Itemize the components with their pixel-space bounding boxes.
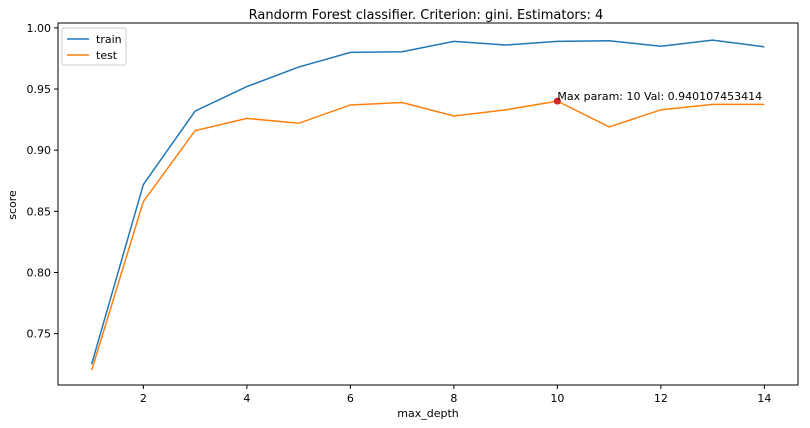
chart-title: Randorm Forest classifier. Criterion: gi… [249,8,604,23]
series-line-train [90,39,765,365]
y-tick-label: 0.90 [27,144,52,157]
x-tick-label: 14 [757,392,771,405]
axis-ticks: 2 4 6 8 10 12 14 0.75 0.80 0.85 0.90 0.95 1.00 [27,22,772,405]
x-tick-label: 12 [654,392,668,405]
x-tick-label: 4 [243,392,250,405]
max-annotation: Max param: 10 Val: 0.940107453414 [557,90,762,103]
y-tick-label: 0.75 [27,328,52,341]
y-axis-label: score [6,190,19,220]
legend-label-test: test [96,49,118,62]
plot-area [57,22,799,386]
legend: train test [61,27,127,66]
y-tick-label: 0.80 [27,266,52,279]
x-tick-label: 8 [450,392,457,405]
series-line-test [90,100,765,371]
legend-label-train: train [96,33,122,46]
x-axis-label: max_depth [397,407,459,420]
x-tick-label: 6 [347,392,354,405]
y-tick-label: 1.00 [27,22,52,35]
x-tick-label: 2 [140,392,147,405]
x-tick-label: 10 [550,392,564,405]
max-point-marker [553,97,561,105]
highlight-layer [553,97,561,105]
y-tick-label: 0.95 [27,83,52,96]
series-lines [90,39,765,371]
y-tick-label: 0.85 [27,205,52,218]
